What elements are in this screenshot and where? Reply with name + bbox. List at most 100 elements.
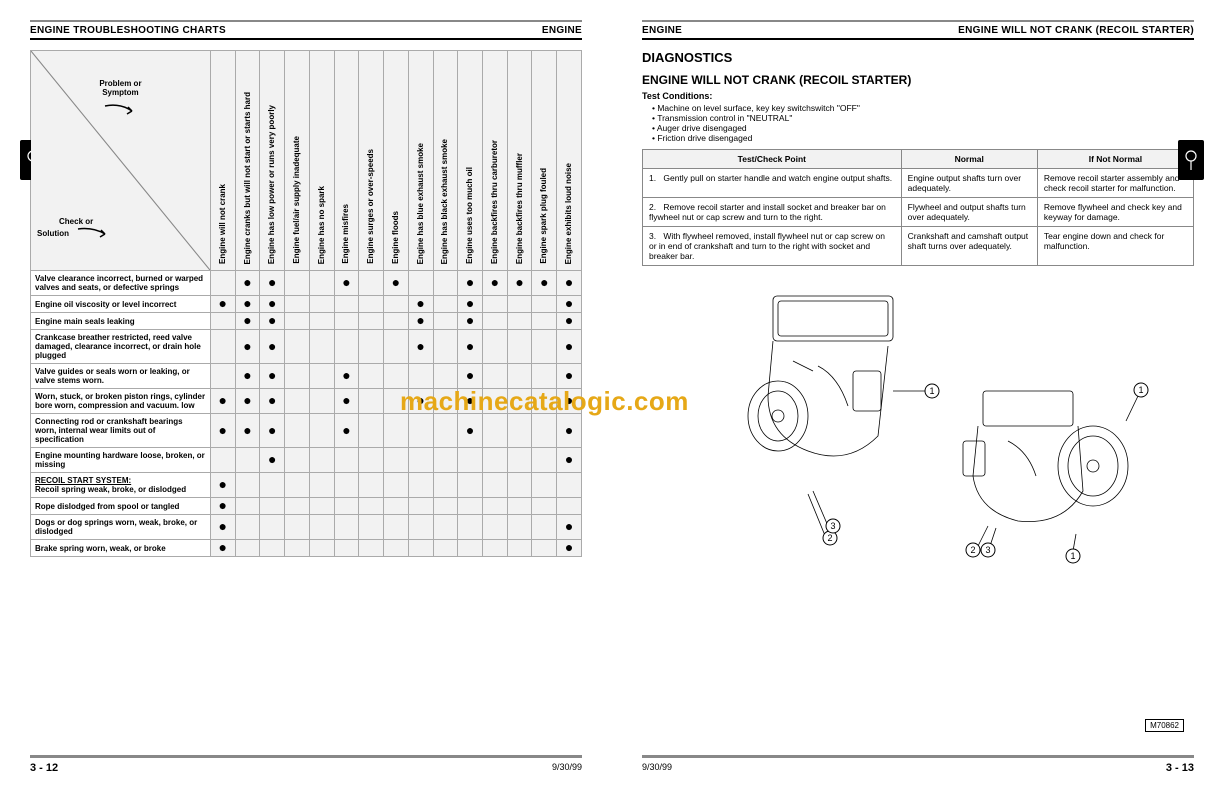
check-solution-label: Crankcase breather restricted, reed valv…	[31, 330, 211, 364]
dot-cell	[285, 540, 310, 557]
watermark-text: machinecatalogic.com	[400, 386, 689, 417]
condition-item: Auger drive disengaged	[652, 123, 1194, 133]
svg-text:2: 2	[827, 533, 832, 543]
dot-cell	[408, 498, 433, 515]
dot-cell	[285, 498, 310, 515]
table-row: 2. Remove recoil starter and install soc…	[643, 198, 1194, 227]
dot-cell	[384, 515, 409, 540]
dot-cell	[334, 498, 359, 515]
dot-cell	[482, 448, 507, 473]
right-header-section: ENGINE	[642, 25, 682, 36]
dot-cell: ●	[458, 313, 483, 330]
diag-top-label: Problem or Symptom	[31, 79, 210, 121]
dot-cell	[507, 313, 532, 330]
dot-cell	[458, 448, 483, 473]
dot-cell: ●	[260, 448, 285, 473]
left-header-section: ENGINE	[542, 25, 582, 36]
condition-item: Friction drive disengaged	[652, 133, 1194, 143]
check-solution-label: Brake spring worn, weak, or broke	[31, 540, 211, 557]
right-header: ENGINE ENGINE WILL NOT CRANK (RECOIL STA…	[642, 20, 1194, 40]
dot-cell	[408, 271, 433, 296]
dot-cell	[384, 364, 409, 389]
dot-cell	[433, 473, 458, 498]
dot-cell	[408, 364, 433, 389]
dot-cell: ●	[235, 271, 260, 296]
dot-cell: ●	[235, 389, 260, 414]
dot-cell	[482, 296, 507, 313]
dot-cell: ●	[210, 296, 235, 313]
left-page-number: 3 - 12	[30, 762, 58, 774]
table-row: Valve guides or seals worn or leaking, o…	[31, 364, 582, 389]
dot-cell	[334, 515, 359, 540]
dot-cell	[532, 540, 557, 557]
normal-result: Crankshaft and camshaft output shaft tur…	[901, 227, 1037, 266]
dot-cell	[309, 313, 334, 330]
dot-cell	[359, 473, 384, 498]
dot-cell: ●	[235, 330, 260, 364]
check-solution-label: Rope dislodged from spool or tangled	[31, 498, 211, 515]
dot-cell	[309, 515, 334, 540]
svg-text:1: 1	[929, 386, 934, 396]
dot-cell: ●	[235, 296, 260, 313]
left-footer: 3 - 12 9/30/99	[30, 755, 582, 774]
dot-cell	[532, 498, 557, 515]
troubleshooting-table: Problem or Symptom Check or Solution Eng…	[30, 50, 582, 557]
dot-cell: ●	[557, 364, 582, 389]
symptom-column-header: Engine floods	[384, 51, 409, 271]
dot-cell: ●	[557, 448, 582, 473]
dot-cell	[309, 296, 334, 313]
right-header-title: ENGINE WILL NOT CRANK (RECOIL STARTER)	[958, 25, 1194, 36]
left-header: ENGINE TROUBLESHOOTING CHARTS ENGINE	[30, 20, 582, 40]
dot-cell	[458, 498, 483, 515]
condition-item: Transmission control in "NEUTRAL"	[652, 113, 1194, 123]
dot-cell	[309, 330, 334, 364]
if-not-normal: Remove flywheel and check key and keyway…	[1037, 198, 1193, 227]
table-row: 1. Gently pull on starter handle and wat…	[643, 169, 1194, 198]
svg-text:1: 1	[1138, 385, 1143, 395]
dot-cell: ●	[210, 540, 235, 557]
condition-item: Machine on level surface, key key switch…	[652, 103, 1194, 113]
dot-cell: ●	[334, 364, 359, 389]
dot-cell	[384, 330, 409, 364]
dot-cell: ●	[557, 296, 582, 313]
dot-cell	[334, 330, 359, 364]
dot-cell: ●	[557, 271, 582, 296]
dot-cell	[482, 414, 507, 448]
dot-cell: ●	[260, 313, 285, 330]
dot-cell: ●	[260, 414, 285, 448]
dot-cell	[235, 473, 260, 498]
right-footer: 9/30/99 3 - 13	[642, 755, 1194, 774]
dot-cell	[210, 271, 235, 296]
engine-illustration: 1 2 3 1 2 3 1	[678, 276, 1158, 576]
dot-cell: ●	[557, 313, 582, 330]
dot-cell: ●	[507, 271, 532, 296]
test-check-point: 2. Remove recoil starter and install soc…	[643, 198, 902, 227]
table-row: Crankcase breather restricted, reed valv…	[31, 330, 582, 364]
dot-cell	[285, 330, 310, 364]
dot-cell	[532, 330, 557, 364]
dot-cell	[210, 330, 235, 364]
check-solution-label: Dogs or dog springs worn, weak, broke, o…	[31, 515, 211, 540]
dot-cell	[507, 515, 532, 540]
dot-cell	[408, 540, 433, 557]
symptom-column-header: Engine exhibits loud noise	[557, 51, 582, 271]
dot-cell	[384, 473, 409, 498]
conditions-title: Test Conditions:	[642, 91, 1194, 101]
check-solution-label: Connecting rod or crankshaft bearings wo…	[31, 414, 211, 448]
dot-cell	[210, 448, 235, 473]
dot-cell: ●	[260, 271, 285, 296]
dot-cell	[235, 515, 260, 540]
dot-cell	[260, 498, 285, 515]
dot-cell: ●	[235, 313, 260, 330]
dot-cell	[482, 540, 507, 557]
dot-cell	[210, 364, 235, 389]
diagnostics-table: Test/Check PointNormalIf Not Normal 1. G…	[642, 149, 1194, 266]
dot-cell	[309, 414, 334, 448]
if-not-normal: Tear engine down and check for malfuncti…	[1037, 227, 1193, 266]
dot-cell	[309, 389, 334, 414]
dot-cell	[557, 473, 582, 498]
symptom-column-header: Engine cranks but will not start or star…	[235, 51, 260, 271]
dot-cell	[482, 473, 507, 498]
table-row: Engine mounting hardware loose, broken, …	[31, 448, 582, 473]
dot-cell	[285, 296, 310, 313]
